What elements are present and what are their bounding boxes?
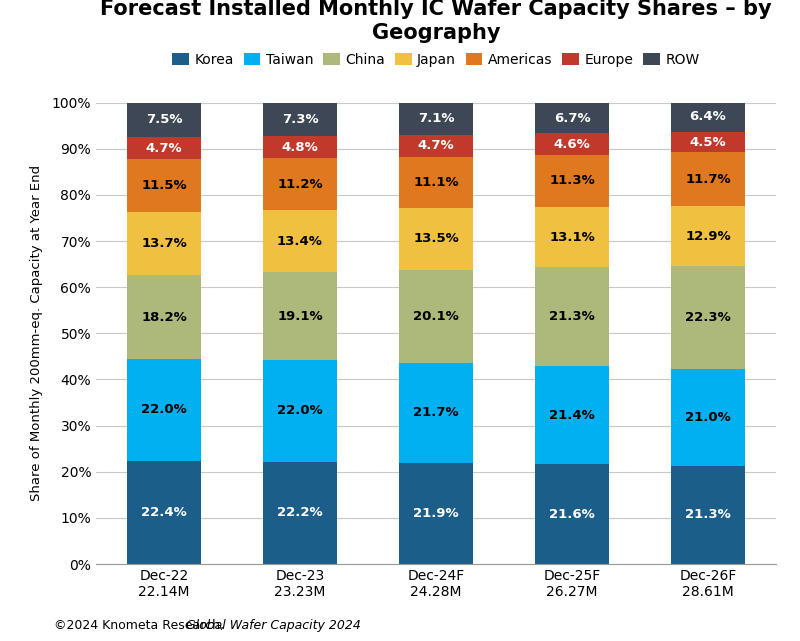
Bar [262, 272, 338, 360]
Text: 4.7%: 4.7% [146, 142, 182, 154]
Bar [670, 369, 746, 466]
Text: 7.1%: 7.1% [418, 112, 454, 125]
Bar [534, 133, 610, 154]
Text: 11.3%: 11.3% [549, 174, 595, 187]
Bar [398, 463, 474, 564]
Text: 4.8%: 4.8% [282, 141, 318, 154]
Text: 13.4%: 13.4% [277, 235, 323, 247]
Bar [126, 137, 202, 159]
Bar [534, 154, 610, 207]
Text: 11.7%: 11.7% [685, 173, 731, 186]
Bar [534, 464, 610, 564]
Bar [398, 363, 474, 463]
Text: 22.2%: 22.2% [277, 506, 323, 519]
Text: 7.3%: 7.3% [282, 113, 318, 126]
Text: 19.1%: 19.1% [277, 310, 323, 322]
Bar [126, 103, 202, 137]
Bar [534, 365, 610, 464]
Bar [670, 266, 746, 369]
Bar [398, 270, 474, 363]
Bar [126, 461, 202, 564]
Text: 21.3%: 21.3% [549, 310, 595, 323]
Text: 12.9%: 12.9% [685, 229, 731, 243]
Bar [126, 159, 202, 212]
Bar [398, 156, 474, 208]
Text: 4.6%: 4.6% [554, 138, 590, 151]
Bar [262, 462, 338, 564]
Bar [126, 359, 202, 461]
Text: 21.6%: 21.6% [549, 508, 595, 520]
Bar [126, 212, 202, 275]
Text: 6.4%: 6.4% [690, 110, 726, 123]
Bar [398, 208, 474, 270]
Bar [534, 267, 610, 365]
Text: 21.0%: 21.0% [685, 411, 731, 424]
Bar [262, 137, 338, 158]
Text: 21.3%: 21.3% [685, 508, 731, 521]
Text: 11.1%: 11.1% [413, 176, 459, 188]
Bar [262, 103, 338, 137]
Bar [534, 207, 610, 267]
Bar [398, 135, 474, 156]
Text: 4.7%: 4.7% [418, 139, 454, 152]
Text: Global Wafer Capacity 2024: Global Wafer Capacity 2024 [186, 619, 362, 633]
Text: 7.5%: 7.5% [146, 113, 182, 126]
Bar [262, 158, 338, 210]
Bar [534, 103, 610, 133]
Text: 22.4%: 22.4% [141, 506, 187, 519]
Text: 22.3%: 22.3% [685, 311, 731, 324]
Title: Forecast Installed Monthly IC Wafer Capacity Shares – by
Geography: Forecast Installed Monthly IC Wafer Capa… [100, 0, 772, 43]
Bar [670, 153, 746, 206]
Y-axis label: Share of Monthly 200mm-eq. Capacity at Year End: Share of Monthly 200mm-eq. Capacity at Y… [30, 165, 43, 501]
Bar [670, 131, 746, 153]
Text: 21.4%: 21.4% [549, 408, 595, 422]
Text: 22.0%: 22.0% [141, 403, 187, 417]
Bar [126, 275, 202, 359]
Text: 21.9%: 21.9% [413, 507, 459, 520]
Text: 13.5%: 13.5% [413, 233, 459, 246]
Text: 11.5%: 11.5% [141, 179, 187, 192]
Bar [670, 206, 746, 266]
Bar [262, 210, 338, 272]
Text: 13.7%: 13.7% [141, 237, 187, 250]
Text: ©2024 Knometa Research,: ©2024 Knometa Research, [54, 619, 229, 633]
Bar [398, 102, 474, 135]
Text: 11.2%: 11.2% [277, 178, 323, 191]
Text: 4.5%: 4.5% [690, 135, 726, 149]
Text: 22.0%: 22.0% [277, 404, 323, 417]
Text: 6.7%: 6.7% [554, 112, 590, 124]
Text: 18.2%: 18.2% [141, 311, 187, 324]
Text: 21.7%: 21.7% [413, 406, 459, 419]
Bar [670, 466, 746, 564]
Text: 20.1%: 20.1% [413, 310, 459, 323]
Bar [262, 360, 338, 462]
Bar [670, 102, 746, 131]
Text: 13.1%: 13.1% [549, 231, 595, 244]
Legend: Korea, Taiwan, China, Japan, Americas, Europe, ROW: Korea, Taiwan, China, Japan, Americas, E… [167, 47, 705, 72]
